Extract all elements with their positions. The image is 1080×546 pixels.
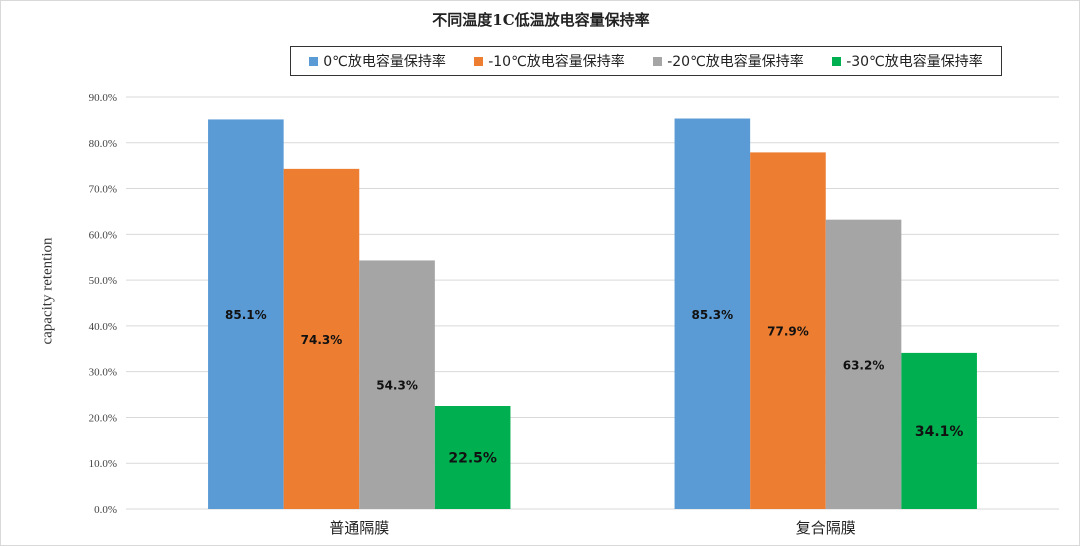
legend-swatch [309,56,319,66]
bar [901,352,977,509]
legend-swatch [832,56,842,66]
bar [674,118,751,509]
y-tick-label: 0.0% [94,504,117,516]
data-label: 85.3% [692,308,734,322]
bar [208,119,284,509]
legend-item: -20℃放电容量保持率 [653,51,804,71]
data-label: 63.2% [843,358,885,372]
data-label: 34.1% [915,424,964,440]
data-label: 22.5% [448,451,497,467]
data-label: 85.1% [225,308,267,322]
legend-label: 0℃放电容量保持率 [323,54,446,70]
legend-label: -20℃放电容量保持率 [667,54,804,70]
legend-label: -30℃放电容量保持率 [846,54,983,70]
bar [283,168,360,510]
data-label: 77.9% [767,325,809,339]
legend-swatch [653,56,663,66]
x-category-label: 复合隔膜 [796,519,856,537]
bar [434,406,511,509]
legend-label: -10℃放电容量保持率 [488,54,625,70]
y-tick-label: 70.0% [89,184,117,196]
bar [825,219,902,509]
y-tick-label: 90.0% [89,92,117,104]
data-label: 54.3% [376,379,418,393]
bar [359,260,435,509]
legend-item: 0℃放电容量保持率 [309,51,446,71]
legend-swatch [474,56,484,66]
legend-item: -30℃放电容量保持率 [832,51,983,71]
legend-item: -10℃放电容量保持率 [474,51,625,71]
y-tick-label: 50.0% [89,275,117,287]
y-tick-label: 40.0% [89,321,117,333]
bar [750,152,826,509]
data-label: 74.3% [301,333,343,347]
legend: 0℃放电容量保持率 -10℃放电容量保持率 -20℃放电容量保持率 -30℃放电… [290,46,1002,76]
y-tick-label: 10.0% [89,458,117,470]
x-category-label: 普通隔膜 [329,519,389,537]
y-tick-label: 30.0% [89,367,117,379]
y-tick-label: 80.0% [89,138,117,150]
chart-title: 不同温度1C低温放电容量保持率 [432,11,650,29]
y-tick-label: 20.0% [89,412,117,424]
y-tick-label: 60.0% [89,229,117,241]
